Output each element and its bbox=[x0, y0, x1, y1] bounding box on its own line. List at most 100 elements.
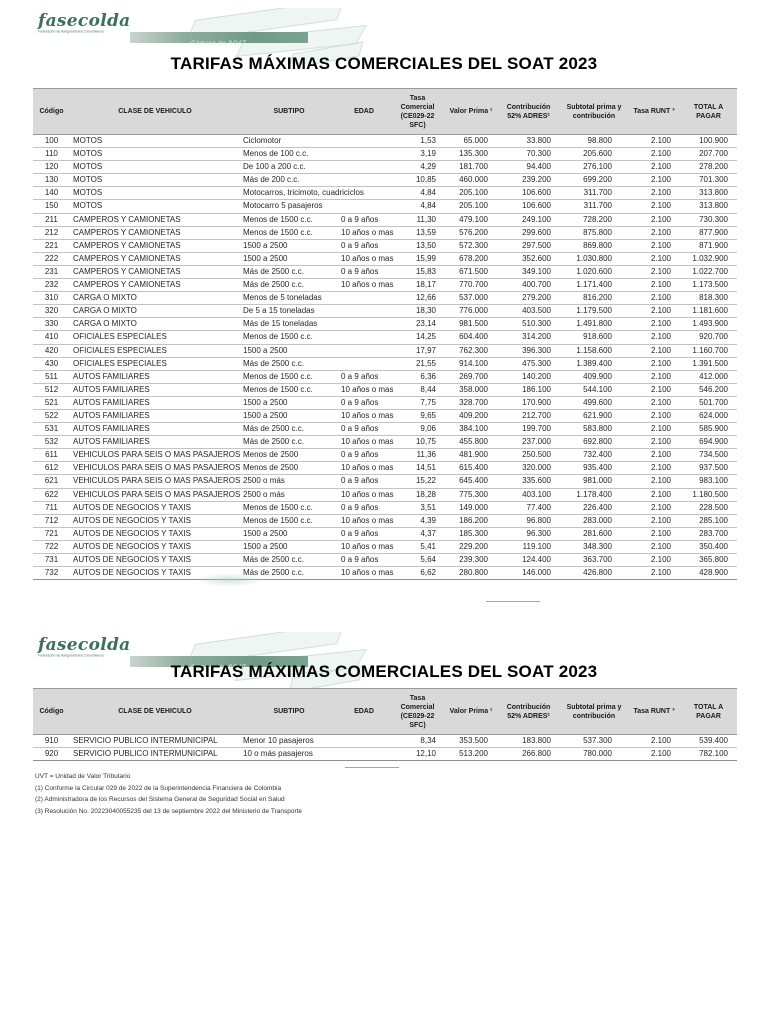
table-cell: VEHICULOS PARA SEIS O MAS PASAJEROS bbox=[70, 488, 240, 502]
table-cell: Menos de 100 c.c. bbox=[240, 147, 338, 162]
table-cell: 1500 a 2500 bbox=[240, 409, 338, 424]
table-cell bbox=[338, 747, 390, 762]
table-cell: 2.100 bbox=[628, 396, 680, 410]
table-cell: 730.300 bbox=[680, 213, 737, 227]
table-cell bbox=[338, 304, 390, 319]
table-cell: 320 bbox=[33, 304, 70, 319]
table-cell: 1.022.700 bbox=[680, 265, 737, 280]
table-cell: 1.158.600 bbox=[560, 344, 628, 358]
table-cell: 1.391.500 bbox=[680, 357, 737, 371]
table-cell: 330 bbox=[33, 317, 70, 332]
table-cell: Motocarros, tricimoto, cuadriciclos bbox=[240, 186, 364, 201]
header-edad: EDAD bbox=[338, 88, 390, 135]
table-cell: 310 bbox=[33, 291, 70, 306]
table-cell: 2.100 bbox=[628, 501, 680, 515]
table-cell: 2.100 bbox=[628, 226, 680, 240]
table-cell: 181.700 bbox=[445, 160, 497, 175]
fasecolda-logo: fasecolda Federación de Aseguradores Col… bbox=[38, 632, 367, 688]
table-cell: 479.100 bbox=[445, 213, 497, 227]
table-cell: 328.700 bbox=[445, 396, 497, 410]
table-row: 110 MOTOS Menos de 100 c.c. 3,19 135.300 70.3… bbox=[33, 147, 737, 162]
header-codigo: Código bbox=[33, 88, 70, 135]
table-cell: 0 a 9 años bbox=[338, 422, 390, 437]
table-cell: 4,37 bbox=[390, 527, 445, 541]
table-row: 221 CAMPEROS Y CAMIONETAS 1500 a 2500 0 a 9… bbox=[33, 239, 737, 253]
table-cell: CAMPEROS Y CAMIONETAS bbox=[70, 226, 240, 240]
table-row: 531 AUTOS FAMILIARES Más de 2500 c.c. 0 a 9… bbox=[33, 422, 737, 437]
table-cell: 2.100 bbox=[628, 514, 680, 528]
logo-text-block: fasecolda Federación de Aseguradores Col… bbox=[38, 12, 152, 36]
table-cell: 0 a 9 años bbox=[338, 474, 390, 489]
header-clase-vehiculo: CLASE DE VEHICULO bbox=[70, 688, 240, 735]
table-row: 920 SERVICIO PUBLICO INTERMUNICIPAL 10 o m… bbox=[33, 747, 737, 762]
table-row: 130 MOTOS Más de 200 c.c. 10,85 460.000 239.2… bbox=[33, 173, 737, 188]
table-cell: 70.300 bbox=[497, 147, 560, 162]
table-cell: 384.100 bbox=[445, 422, 497, 437]
table-cell: 539.400 bbox=[680, 734, 737, 749]
soat-rates-table-main: Código CLASE DE VEHICULO SUBTIPO EDAD Ta… bbox=[33, 88, 737, 581]
table-cell: 10 años o mas bbox=[338, 514, 393, 528]
table-row: 430 OFICIALES ESPECIALES Más de 2500 c.c. 2… bbox=[33, 357, 737, 371]
table-cell: 918.600 bbox=[560, 330, 628, 345]
table-cell: 13,59 bbox=[390, 226, 445, 240]
table-cell: 281.600 bbox=[560, 527, 628, 541]
table-row: 320 CARGA O MIXTO De 5 a 15 toneladas 18,30… bbox=[33, 304, 737, 319]
table-cell: 124.400 bbox=[497, 553, 560, 568]
table-row: 330 CARGA O MIXTO Más de 15 toneladas 23,14… bbox=[33, 317, 737, 332]
table-cell: De 100 a 200 c.c. bbox=[240, 160, 338, 175]
table-cell: 150 bbox=[33, 199, 70, 214]
header-tasa-comercial: Tasa Comercial (CE029-22 SFC) bbox=[390, 88, 445, 135]
table-cell: 1.030.800 bbox=[560, 252, 628, 266]
table-cell: 5,64 bbox=[390, 553, 445, 568]
table-cell: 5,41 bbox=[390, 540, 445, 555]
table-cell: 521 bbox=[33, 396, 70, 410]
table-cell: 0 a 9 años bbox=[338, 370, 390, 384]
table-cell: 212 bbox=[33, 226, 70, 240]
table-cell: Más de 2500 c.c. bbox=[240, 553, 338, 568]
table-cell: 18,17 bbox=[390, 278, 445, 293]
table-cell: OFICIALES ESPECIALES bbox=[70, 344, 240, 358]
table-cell: CARGA O MIXTO bbox=[70, 304, 240, 319]
table-cell: 229.200 bbox=[445, 540, 497, 555]
table-cell: Menos de 1500 c.c. bbox=[240, 370, 338, 384]
table-cell: Menor 10 pasajeros bbox=[240, 734, 338, 749]
table-cell: 4,39 bbox=[390, 514, 445, 528]
header-subtipo: SUBTIPO bbox=[240, 88, 338, 135]
table-cell: Menos de 1500 c.c. bbox=[240, 383, 338, 397]
table-cell: 186.100 bbox=[497, 383, 560, 397]
table-cell: 1.020.600 bbox=[560, 265, 628, 280]
table-cell: 1.389.400 bbox=[560, 357, 628, 371]
table-cell: MOTOS bbox=[70, 186, 240, 201]
table-cell: 239.200 bbox=[497, 173, 560, 188]
table-cell: 0 a 9 años bbox=[338, 239, 390, 253]
table-cell: 14,51 bbox=[390, 461, 445, 476]
table-cell: 313.800 bbox=[680, 186, 737, 201]
header-total-a-pagar: TOTAL A PAGAR bbox=[680, 688, 737, 735]
table-cell: 412.000 bbox=[680, 370, 737, 384]
table-cell: 877.900 bbox=[680, 226, 737, 240]
table-cell: 1500 a 2500 bbox=[240, 344, 338, 358]
table-cell: 297.500 bbox=[497, 239, 560, 253]
table-cell: 311.700 bbox=[560, 199, 628, 214]
table-cell: CAMPEROS Y CAMIONETAS bbox=[70, 239, 240, 253]
table-cell: 363.700 bbox=[560, 553, 628, 568]
table-cell: Menos de 2500 bbox=[240, 448, 338, 463]
table-cell: 2.100 bbox=[628, 134, 680, 149]
header-edad: EDAD bbox=[338, 688, 390, 735]
table-cell: 1.179.500 bbox=[560, 304, 628, 319]
table-cell: 170.900 bbox=[497, 396, 560, 410]
table-cell: 510.300 bbox=[497, 317, 560, 332]
table-cell: 2.100 bbox=[628, 734, 680, 749]
table-cell: 0 a 9 años bbox=[338, 396, 390, 410]
table-cell: AUTOS FAMILIARES bbox=[70, 435, 240, 450]
table-cell: 869.800 bbox=[560, 239, 628, 253]
header-total-a-pagar: TOTAL A PAGAR bbox=[680, 88, 737, 135]
table-cell: 106.600 bbox=[497, 186, 560, 201]
table-row: 512 AUTOS FAMILIARES Menos de 1500 c.c. 10 … bbox=[33, 383, 737, 397]
table-cell: 512 bbox=[33, 383, 70, 397]
table-cell: 2.100 bbox=[628, 435, 680, 450]
table-cell: 583.800 bbox=[560, 422, 628, 437]
table-row: 310 CARGA O MIXTO Menos de 5 toneladas 12,6… bbox=[33, 291, 737, 306]
table-cell: Ciclomotor bbox=[240, 134, 338, 149]
